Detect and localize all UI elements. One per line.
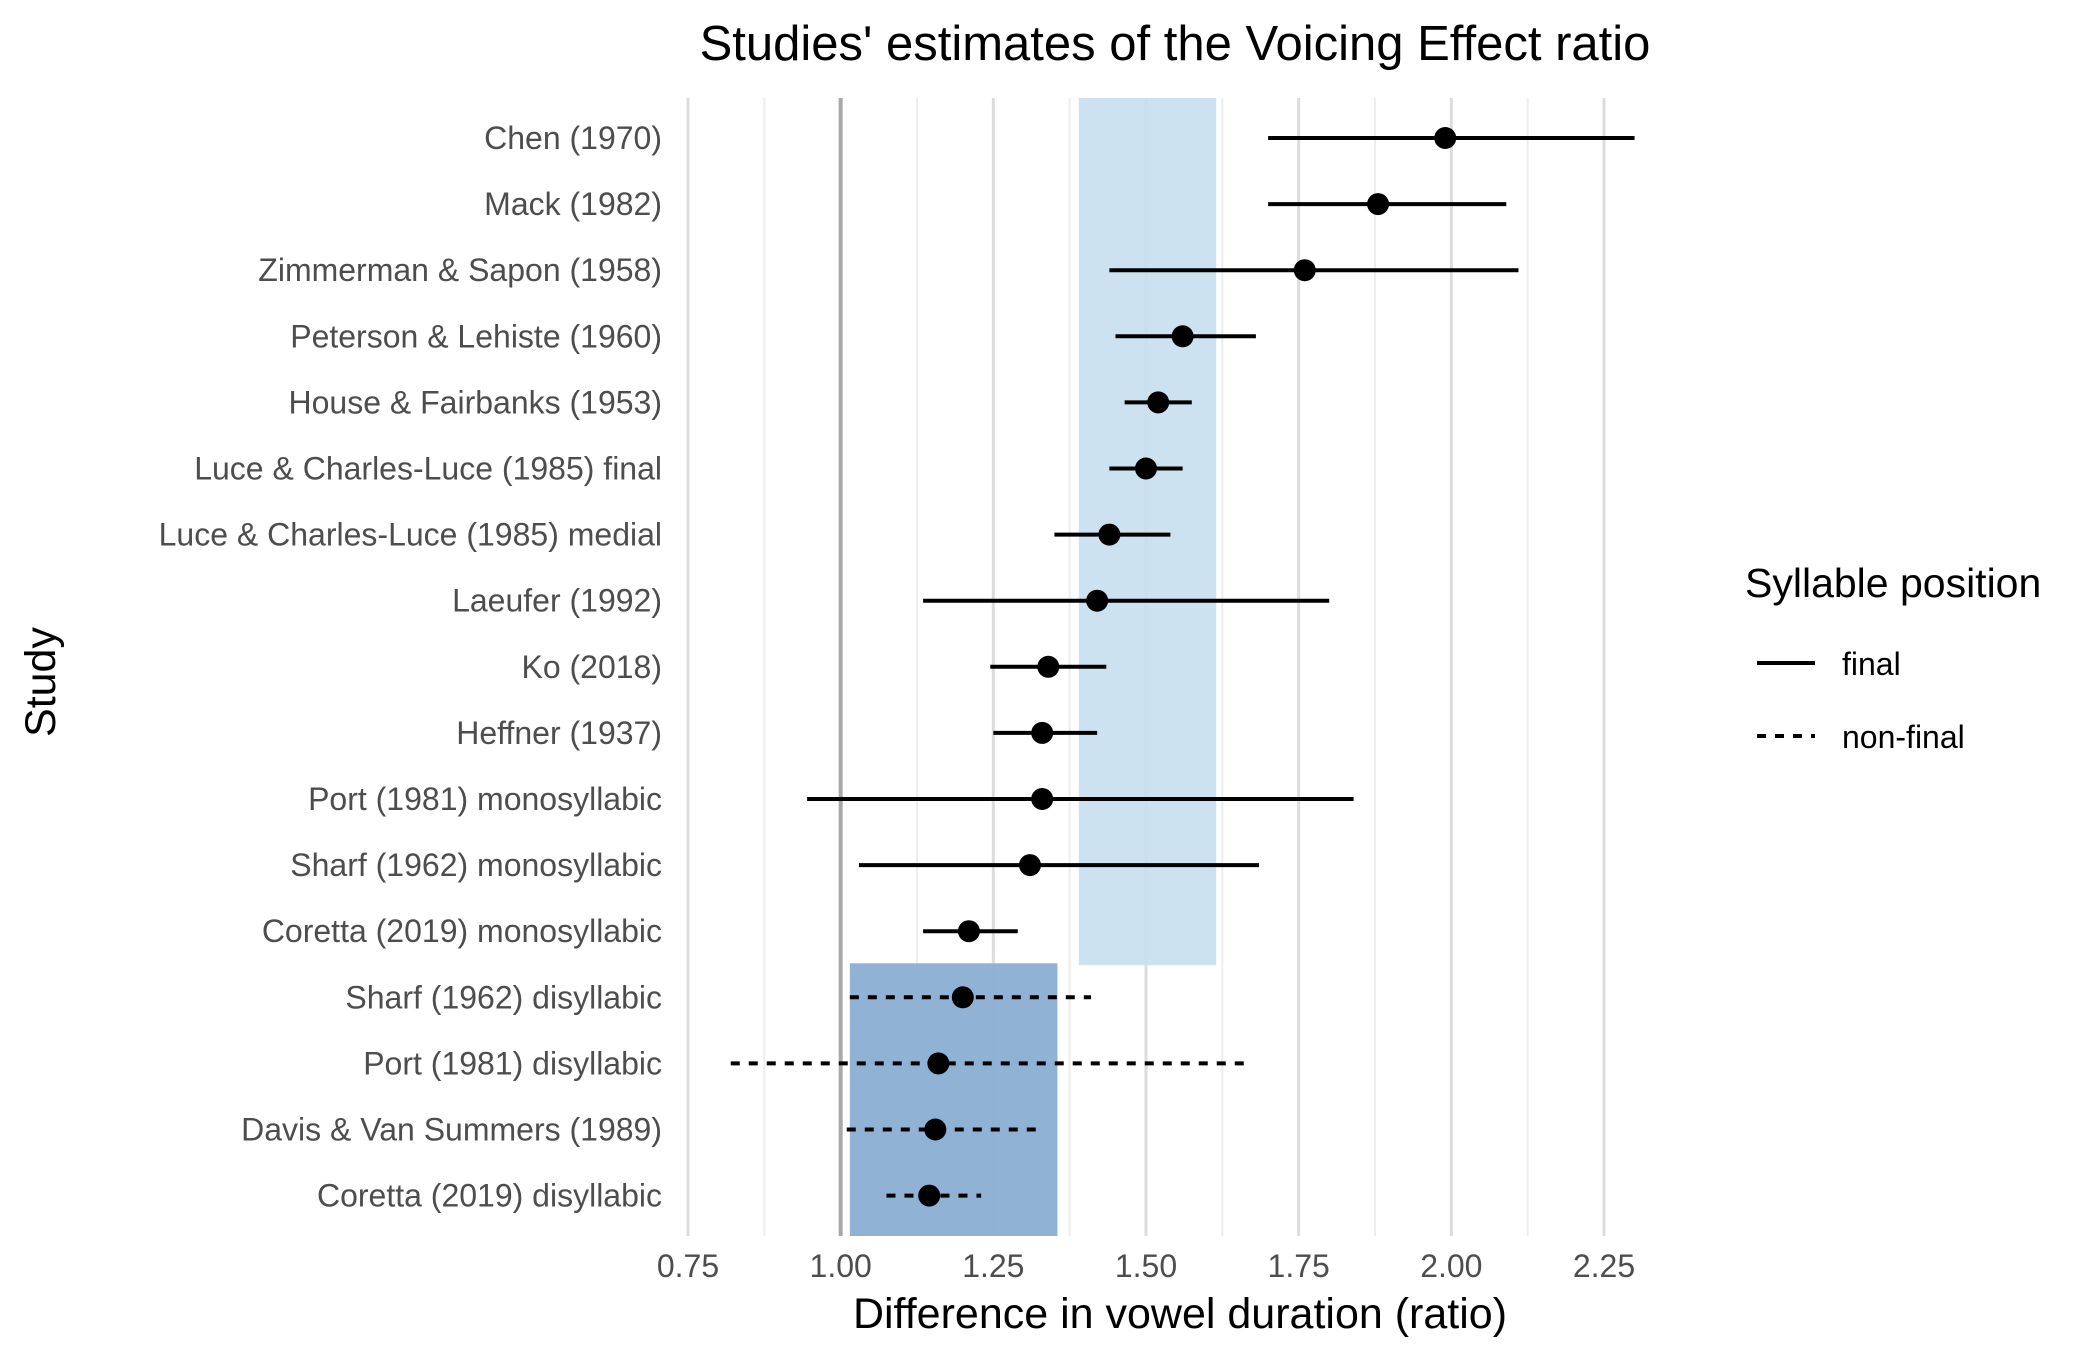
y-tick-label: Luce & Charles-Luce (1985) medial — [159, 517, 662, 553]
estimate-point — [1086, 589, 1109, 612]
estimate-point — [1135, 457, 1157, 480]
estimate-point — [1098, 523, 1121, 546]
estimate-point — [1367, 193, 1390, 216]
y-tick-label: Coretta (2019) disyllabic — [317, 1178, 662, 1214]
x-tick-label: 1.25 — [962, 1248, 1024, 1284]
estimate-point — [1037, 655, 1060, 678]
y-tick-label: Luce & Charles-Luce (1985) final — [194, 451, 662, 487]
x-tick-label: 1.00 — [810, 1248, 872, 1284]
y-axis-title: Study — [17, 627, 65, 737]
estimate-point — [1031, 788, 1054, 810]
estimate-point — [924, 1118, 947, 1141]
legend: Syllable position final non-final — [1745, 560, 2041, 755]
y-tick-label: Port (1981) monosyllabic — [308, 781, 662, 817]
legend-label-non-final: non-final — [1842, 719, 1965, 755]
legend-title: Syllable position — [1745, 560, 2041, 606]
estimate-point — [1434, 127, 1457, 149]
x-tick-label: 2.00 — [1420, 1248, 1482, 1284]
y-tick-label: Sharf (1962) monosyllabic — [290, 847, 662, 883]
y-tick-label: Sharf (1962) disyllabic — [345, 979, 662, 1015]
y-tick-label: Zimmerman & Sapon (1958) — [258, 252, 662, 288]
x-axis-title: Difference in vowel duration (ratio) — [853, 1290, 1507, 1338]
plot-area: 0.75 1.00 1.25 1.50 1.75 2.00 2.25 Chen (1970) M… — [159, 98, 1635, 1284]
x-tick-label: 2.25 — [1573, 1248, 1635, 1284]
y-tick-label: Peterson & Lehiste (1960) — [290, 318, 662, 354]
estimate-point — [951, 986, 974, 1009]
estimate-point — [1018, 854, 1041, 877]
y-tick-label: Port (1981) disyllabic — [363, 1045, 662, 1081]
estimate-point — [1171, 325, 1194, 348]
y-tick-label: Coretta (2019) monosyllabic — [262, 913, 662, 949]
estimate-point — [918, 1184, 941, 1207]
y-tick-label: Ko (2018) — [521, 649, 662, 685]
estimate-point — [927, 1052, 950, 1075]
legend-label-final: final — [1842, 646, 1901, 682]
estimate-point — [1031, 721, 1054, 744]
estimate-point — [957, 920, 980, 943]
y-tick-label: Laeufer (1992) — [452, 583, 662, 619]
y-tick-label: Mack (1982) — [484, 186, 662, 222]
y-tick-label: Davis & Van Summers (1989) — [241, 1112, 662, 1148]
x-tick-label: 0.75 — [657, 1248, 719, 1284]
y-tick-label: Chen (1970) — [484, 120, 662, 156]
y-tick-label: Heffner (1937) — [456, 715, 662, 751]
y-tick-label: House & Fairbanks (1953) — [288, 384, 662, 420]
band-non-final — [849, 963, 1058, 1236]
chart-title: Studies' estimates of the Voicing Effect… — [700, 17, 1651, 71]
x-tick-label: 1.75 — [1268, 1248, 1330, 1284]
x-tick-label: 1.50 — [1115, 1248, 1177, 1284]
estimate-point — [1147, 391, 1170, 414]
estimate-point — [1293, 259, 1316, 282]
